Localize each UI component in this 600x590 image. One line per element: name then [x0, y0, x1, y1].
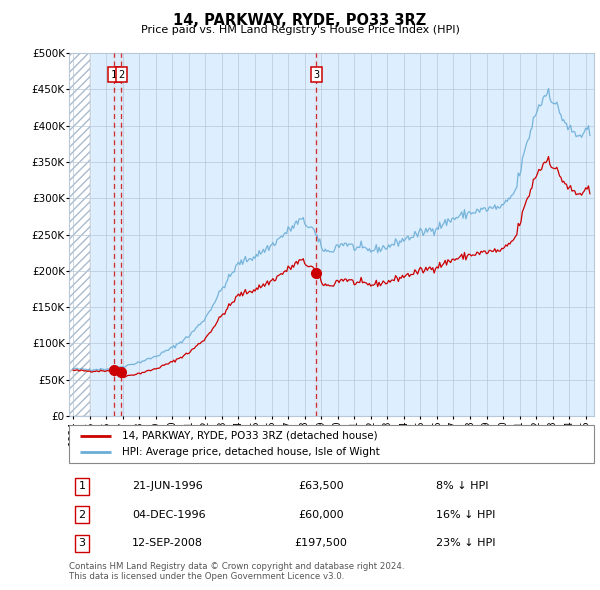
Text: 21-JUN-1996: 21-JUN-1996 — [132, 481, 203, 491]
Bar — [113, 53, 115, 416]
Text: 23% ↓ HPI: 23% ↓ HPI — [437, 538, 496, 548]
Bar — [120, 53, 123, 416]
FancyBboxPatch shape — [69, 425, 594, 463]
Text: 14, PARKWAY, RYDE, PO33 3RZ (detached house): 14, PARKWAY, RYDE, PO33 3RZ (detached ho… — [121, 431, 377, 441]
Text: 2: 2 — [79, 510, 86, 520]
Text: 8% ↓ HPI: 8% ↓ HPI — [437, 481, 489, 491]
Text: 12-SEP-2008: 12-SEP-2008 — [132, 538, 203, 548]
Text: £197,500: £197,500 — [295, 538, 347, 548]
Text: 16% ↓ HPI: 16% ↓ HPI — [437, 510, 496, 520]
Text: £60,000: £60,000 — [298, 510, 344, 520]
Text: HPI: Average price, detached house, Isle of Wight: HPI: Average price, detached house, Isle… — [121, 447, 379, 457]
Text: 1: 1 — [79, 481, 86, 491]
Text: 3: 3 — [313, 70, 319, 80]
Text: 3: 3 — [79, 538, 86, 548]
Text: £63,500: £63,500 — [298, 481, 344, 491]
Text: 04-DEC-1996: 04-DEC-1996 — [132, 510, 206, 520]
Text: Contains HM Land Registry data © Crown copyright and database right 2024.
This d: Contains HM Land Registry data © Crown c… — [69, 562, 404, 581]
Text: 2: 2 — [118, 70, 125, 80]
Bar — [69, 53, 89, 416]
Text: 1: 1 — [111, 70, 117, 80]
Bar — [69, 53, 89, 416]
Text: 14, PARKWAY, RYDE, PO33 3RZ: 14, PARKWAY, RYDE, PO33 3RZ — [173, 13, 427, 28]
Text: Price paid vs. HM Land Registry's House Price Index (HPI): Price paid vs. HM Land Registry's House … — [140, 25, 460, 35]
Bar — [315, 53, 317, 416]
